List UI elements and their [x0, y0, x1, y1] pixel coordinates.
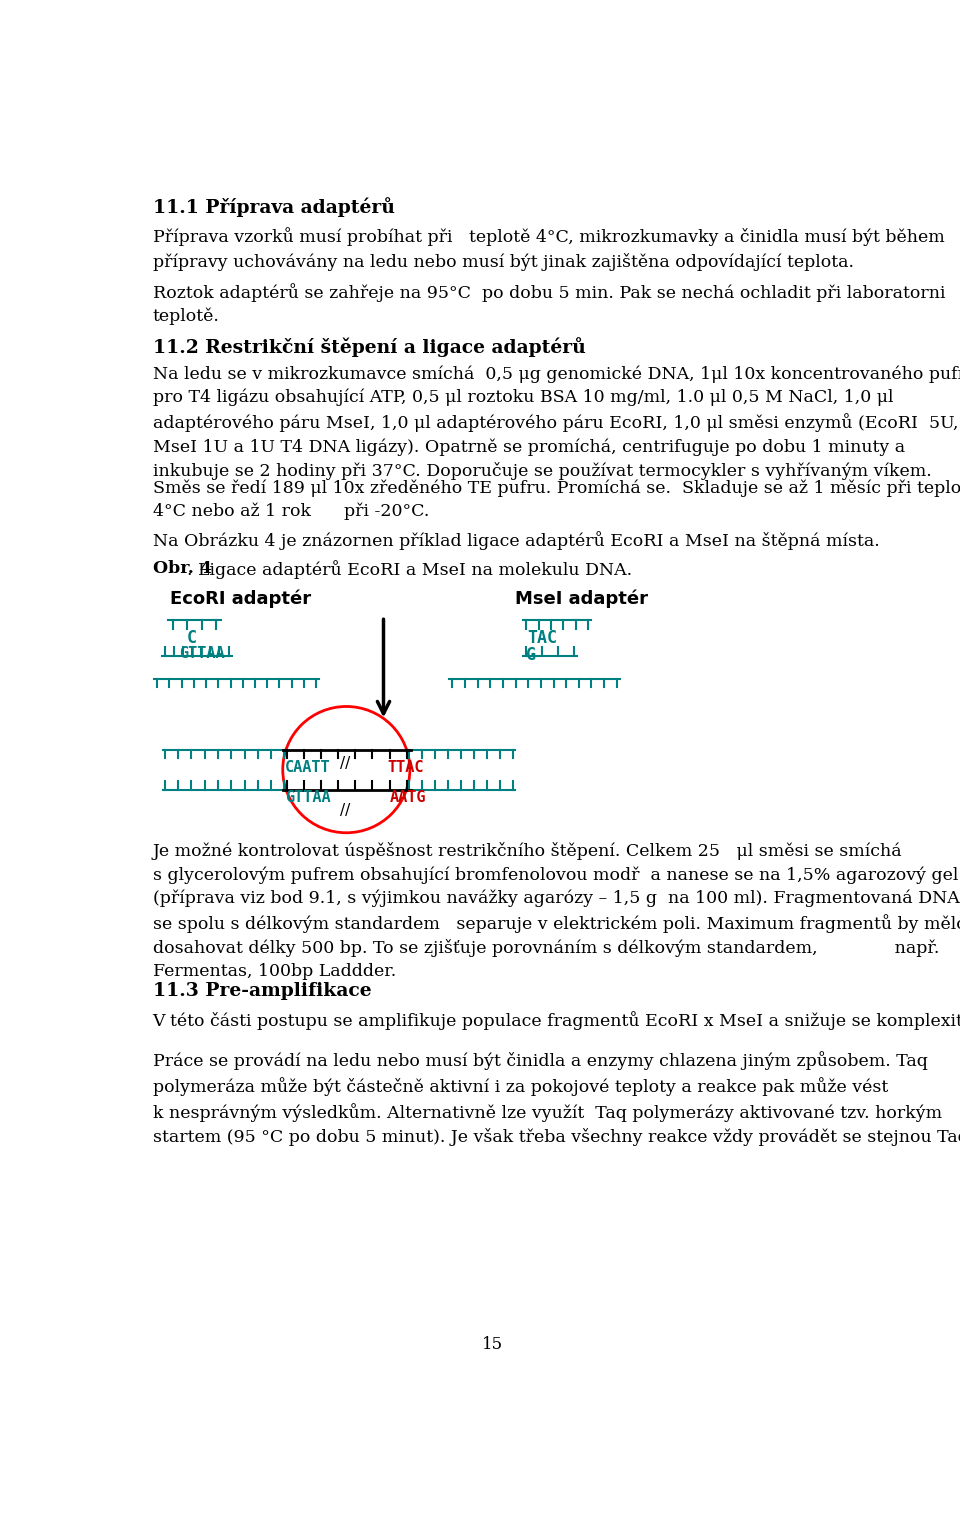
- Text: Příprava vzorků musí probíhat při   teplotě 4°C, mikrozkumavky a činidla musí bý: Příprava vzorků musí probíhat při teplot…: [153, 227, 945, 271]
- Text: Práce se provádí na ledu nebo musí být činidla a enzymy chlazena jiným způsobem.: Práce se provádí na ledu nebo musí být č…: [153, 1052, 960, 1146]
- Text: . Ligace adaptérů EcoRI a MseI na molekulu DNA.: . Ligace adaptérů EcoRI a MseI na moleku…: [187, 561, 633, 579]
- Text: Směs se ředí 189 μl 10x zředěného TE pufru. Promíchá se.  Skladuje se až 1 měsíc: Směs se ředí 189 μl 10x zředěného TE puf…: [153, 480, 960, 520]
- Text: MseI adaptér: MseI adaptér: [516, 590, 648, 608]
- Text: Obr. 4: Obr. 4: [153, 561, 211, 578]
- Text: Na Obrázku 4 je znázornen příklad ligace adaptérů EcoRI a MseI na štěpná místa.: Na Obrázku 4 je znázornen příklad ligace…: [153, 530, 879, 550]
- Text: Na ledu se v mikrozkumavce smíchá  0,5 μg genomické DNA, 1μl 10x koncentrovaného: Na ledu se v mikrozkumavce smíchá 0,5 μg…: [153, 366, 960, 480]
- Text: 15: 15: [481, 1337, 503, 1353]
- Text: C: C: [186, 629, 197, 648]
- Text: 11.3 Pre-amplifikace: 11.3 Pre-amplifikace: [153, 981, 372, 1000]
- Text: TAC: TAC: [528, 629, 558, 648]
- Text: GTTAA: GTTAA: [179, 646, 225, 661]
- Text: 11.2 Restrikční štěpení a ligace adaptérů: 11.2 Restrikční štěpení a ligace adaptér…: [153, 337, 586, 357]
- Text: AATG: AATG: [390, 791, 426, 805]
- Text: GTTAA: GTTAA: [285, 791, 330, 805]
- Text: 11.1 Příprava adaptérů: 11.1 Příprava adaptérů: [153, 197, 395, 216]
- Text: //: //: [340, 803, 349, 818]
- Text: TTAC: TTAC: [388, 760, 424, 776]
- Text: Je možné kontrolovat úspěšnost restrikčního štěpení. Celkem 25   μl směsi se smí: Je možné kontrolovat úspěšnost restrikčn…: [153, 841, 960, 980]
- Text: EcoRI adaptér: EcoRI adaptér: [170, 590, 311, 608]
- Text: Roztok adaptérů se zahřeje na 95°C  po dobu 5 min. Pak se nechá ochladit při lab: Roztok adaptérů se zahřeje na 95°C po do…: [153, 283, 945, 326]
- Text: //: //: [340, 756, 349, 771]
- Text: G: G: [526, 646, 536, 664]
- Text: V této části postupu se amplifikuje populace fragmentů EcoRI x MseI a snižuje se: V této části postupu se amplifikuje popu…: [153, 1012, 960, 1030]
- Text: CAATT: CAATT: [285, 760, 330, 776]
